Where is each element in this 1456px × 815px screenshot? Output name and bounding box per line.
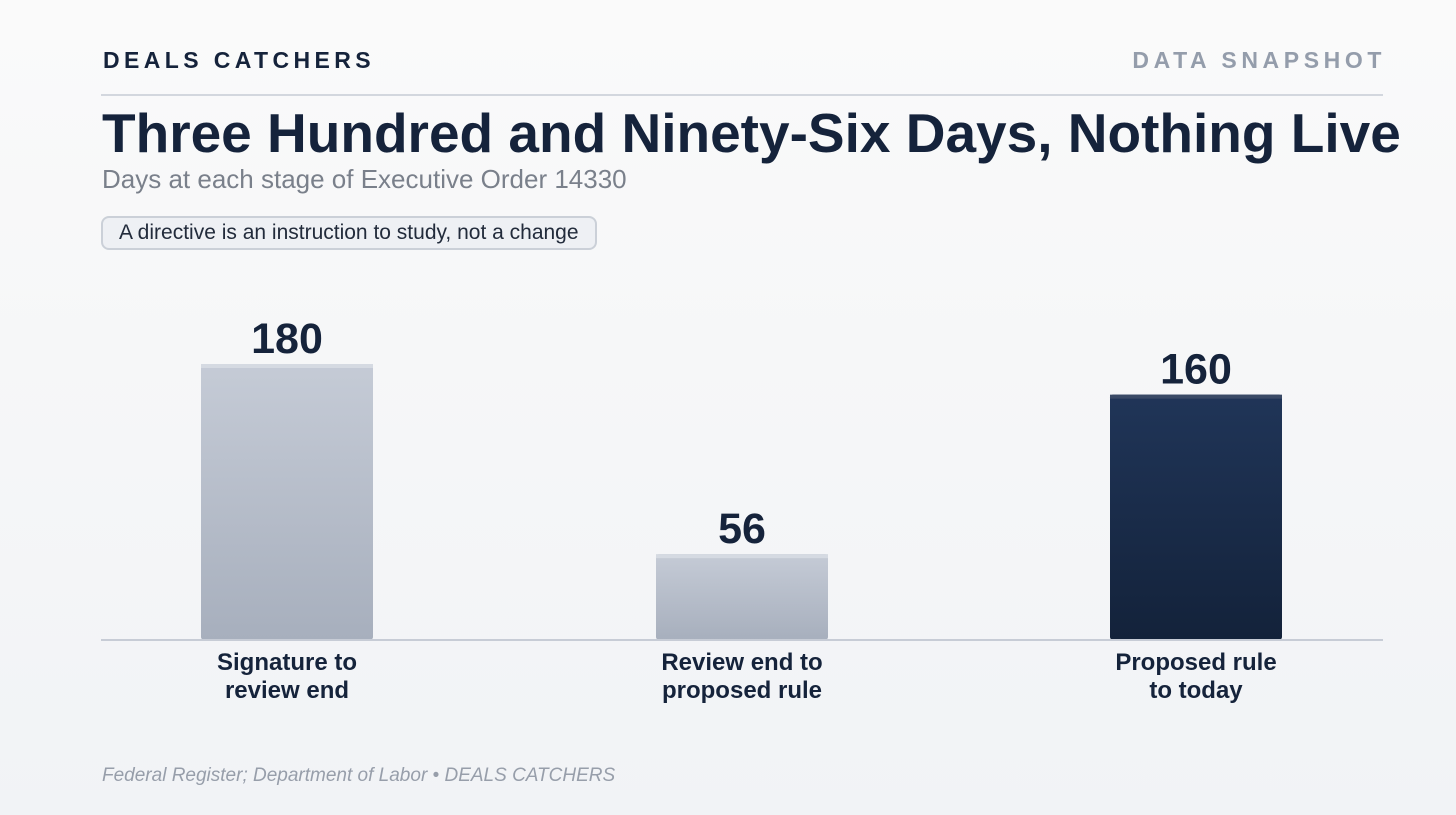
category-label-1: Signature to review end xyxy=(217,649,357,704)
bar-3-cap xyxy=(1110,394,1282,399)
header-divider xyxy=(101,94,1383,96)
chart-title: Three Hundred and Ninety-Six Days, Nothi… xyxy=(102,102,1401,164)
category-label-1-line-1: Signature to xyxy=(217,649,357,676)
category-label-3: Proposed rule to today xyxy=(1115,649,1276,704)
value-label-1: 180 xyxy=(251,315,323,363)
category-label-2-line-1: Review end to xyxy=(661,649,822,676)
category-label-2-line-2: proposed rule xyxy=(662,677,822,704)
category-label-3-line-1: Proposed rule xyxy=(1115,649,1276,676)
bar-2 xyxy=(656,554,828,640)
brand-name: DEALS CATCHERS xyxy=(103,47,376,73)
value-label-2: 56 xyxy=(718,505,766,553)
category-label-1-line-2: review end xyxy=(225,677,349,704)
bar-1-cap xyxy=(201,364,373,368)
chart-subtitle: Days at each stage of Executive Order 14… xyxy=(102,164,627,194)
bar-2-cap xyxy=(656,554,828,559)
bars-layer xyxy=(201,364,1282,640)
category-label-2: Review end to proposed rule xyxy=(661,649,822,704)
bar-3 xyxy=(1110,394,1282,640)
source-note: Federal Register; Department of Labor • … xyxy=(102,765,616,786)
bar-1 xyxy=(201,364,373,640)
category-label-3-line-2: to today xyxy=(1149,677,1243,704)
value-label-3: 160 xyxy=(1160,346,1232,394)
labels-layer: 180 Signature to review end 56 Review end to… xyxy=(217,315,1277,704)
snapshot-tag: DATA SNAPSHOT xyxy=(1132,47,1386,73)
note-badge: A directive is an instruction to study, … xyxy=(101,216,597,250)
